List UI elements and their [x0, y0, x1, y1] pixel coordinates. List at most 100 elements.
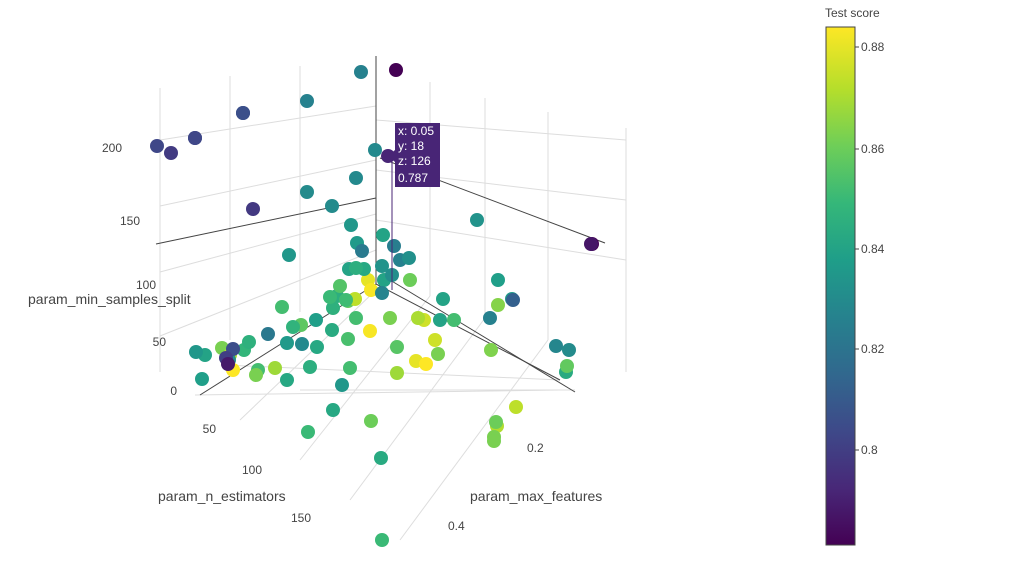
data-point[interactable]: [383, 311, 397, 325]
data-point[interactable]: [275, 300, 289, 314]
data-point[interactable]: [355, 244, 369, 258]
y-axis-ticks: 50 100 150: [203, 422, 312, 525]
data-point[interactable]: [402, 251, 416, 265]
data-point[interactable]: [431, 347, 445, 361]
hover-box: [395, 123, 440, 187]
data-point[interactable]: [261, 327, 275, 341]
data-point[interactable]: [560, 359, 574, 373]
data-point[interactable]: [390, 340, 404, 354]
data-point[interactable]: [349, 171, 363, 185]
tick-label: 0.2: [527, 441, 544, 455]
data-point[interactable]: [333, 279, 347, 293]
data-point[interactable]: [389, 63, 403, 77]
data-point[interactable]: [242, 335, 256, 349]
tick-label: 50: [153, 335, 167, 349]
data-point[interactable]: [249, 368, 263, 382]
data-point[interactable]: [325, 323, 339, 337]
data-point[interactable]: [549, 339, 563, 353]
data-point[interactable]: [280, 373, 294, 387]
data-point[interactable]: [470, 213, 484, 227]
data-point[interactable]: [509, 400, 523, 414]
data-point[interactable]: [491, 273, 505, 287]
data-point[interactable]: [364, 414, 378, 428]
hover-z-label: z: 126: [398, 154, 431, 168]
x-axis-ticks: 0.2 0.4: [448, 441, 544, 533]
data-point[interactable]: [436, 292, 450, 306]
data-point[interactable]: [323, 290, 337, 304]
data-point[interactable]: [483, 311, 497, 325]
data-point[interactable]: [268, 361, 282, 375]
data-point[interactable]: [325, 199, 339, 213]
colorbar-tick-label: 0.8: [861, 443, 878, 457]
data-point[interactable]: [428, 333, 442, 347]
data-point[interactable]: [300, 94, 314, 108]
data-point[interactable]: [562, 343, 576, 357]
data-point[interactable]: [411, 311, 425, 325]
data-point[interactable]: [363, 324, 377, 338]
data-point[interactable]: [387, 239, 401, 253]
colorbar-tick-label: 0.82: [861, 342, 885, 356]
data-point[interactable]: [236, 106, 250, 120]
tick-label: 0.4: [448, 519, 465, 533]
colorbar: Test score 0.88 0.86 0.84 0.82 0.8: [825, 6, 885, 546]
data-point[interactable]: [489, 415, 503, 429]
data-point[interactable]: [339, 293, 353, 307]
data-point[interactable]: [376, 228, 390, 242]
data-point[interactable]: [246, 202, 260, 216]
data-point[interactable]: [375, 533, 389, 547]
tick-label: 100: [136, 278, 156, 292]
data-point[interactable]: [390, 366, 404, 380]
data-point[interactable]: [310, 340, 324, 354]
data-point[interactable]: [487, 434, 501, 448]
data-point[interactable]: [300, 185, 314, 199]
hover-tooltip: x: 0.05 y: 18 z: 126 0.787: [388, 123, 440, 290]
data-point[interactable]: [189, 345, 203, 359]
data-point[interactable]: [326, 403, 340, 417]
data-point[interactable]: [164, 146, 178, 160]
data-point[interactable]: [335, 378, 349, 392]
data-point[interactable]: [433, 313, 447, 327]
data-point[interactable]: [195, 372, 209, 386]
data-point[interactable]: [484, 343, 498, 357]
colorbar-title: Test score: [825, 6, 880, 20]
data-point[interactable]: [286, 320, 300, 334]
tick-label: 100: [242, 463, 262, 477]
data-point[interactable]: [343, 361, 357, 375]
data-point[interactable]: [221, 357, 235, 371]
data-point[interactable]: [301, 425, 315, 439]
data-point[interactable]: [349, 261, 363, 275]
data-point[interactable]: [282, 248, 296, 262]
data-point[interactable]: [491, 298, 505, 312]
data-point[interactable]: [375, 259, 389, 273]
data-point[interactable]: [344, 218, 358, 232]
tick-label: 150: [120, 214, 140, 228]
hover-x-label: x: 0.05: [398, 124, 434, 138]
data-point[interactable]: [374, 451, 388, 465]
colorbar-ticks: 0.88 0.86 0.84 0.82 0.8: [855, 40, 885, 457]
z-axis-ticks: 0 50 100 150 200: [102, 141, 177, 398]
data-point[interactable]: [364, 283, 378, 297]
data-point[interactable]: [280, 336, 294, 350]
hover-value-label: 0.787: [398, 171, 428, 185]
colorbar-tick-label: 0.86: [861, 142, 885, 156]
data-point[interactable]: [188, 131, 202, 145]
data-point[interactable]: [419, 357, 433, 371]
data-point[interactable]: [150, 139, 164, 153]
data-point[interactable]: [584, 237, 598, 251]
data-point[interactable]: [303, 360, 317, 374]
data-point[interactable]: [309, 313, 323, 327]
colorbar-gradient: [825, 26, 856, 546]
data-point[interactable]: [368, 143, 382, 157]
data-point[interactable]: [354, 65, 368, 79]
data-point[interactable]: [375, 286, 389, 300]
tick-label: 200: [102, 141, 122, 155]
data-point[interactable]: [506, 293, 520, 307]
data-point[interactable]: [295, 337, 309, 351]
data-point[interactable]: [403, 273, 417, 287]
data-point[interactable]: [326, 301, 340, 315]
data-point[interactable]: [341, 332, 355, 346]
data-point[interactable]: [349, 311, 363, 325]
colorbar-tick-label: 0.84: [861, 242, 885, 256]
data-point[interactable]: [447, 313, 461, 327]
